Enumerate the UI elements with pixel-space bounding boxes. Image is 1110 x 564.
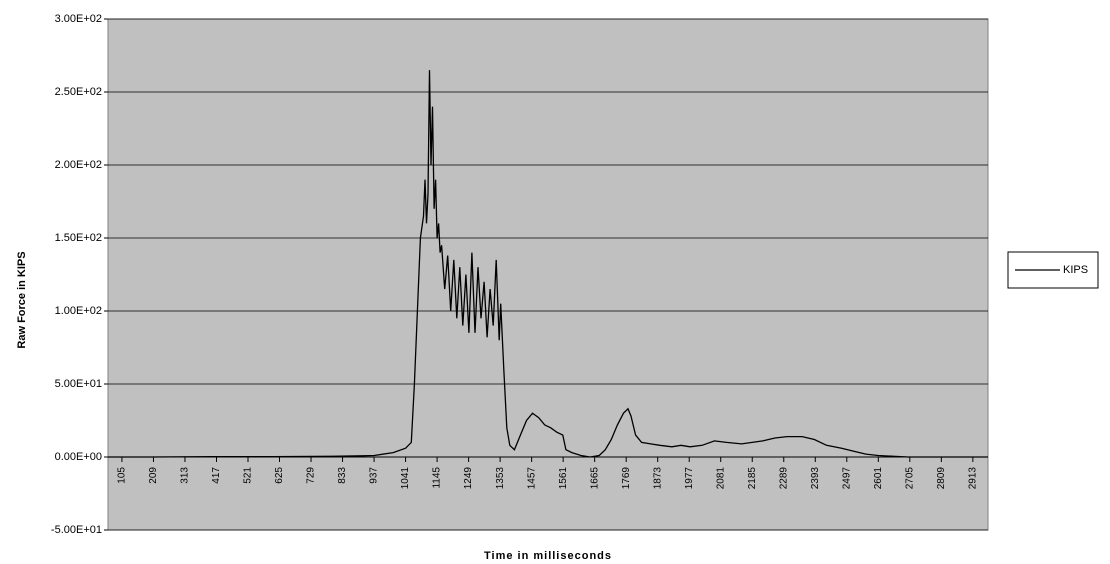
x-tick-label: 313 [180,467,191,484]
x-tick-label: 2289 [778,467,789,490]
x-tick-label: 209 [148,467,159,484]
x-tick-label: 521 [243,467,254,484]
x-tick-label: 1041 [400,467,411,490]
y-axis-title: Raw Force in KIPS [16,251,28,348]
x-tick-label: 417 [211,467,222,484]
y-tick-label: 1.50E+02 [55,232,102,244]
y-tick-label: -5.00E+01 [51,524,102,536]
x-axis-title: Time in milliseconds [484,550,612,562]
y-tick-label: 2.50E+02 [55,86,102,98]
legend-label: KIPS [1063,264,1088,276]
x-tick-label: 2601 [873,467,884,490]
x-tick-label: 2809 [936,467,947,490]
x-tick-label: 1977 [684,467,695,490]
y-tick-label: 2.00E+02 [55,159,102,171]
x-tick-label: 625 [274,467,285,484]
y-tick-label: 0.00E+00 [55,451,102,463]
x-tick-label: 105 [117,467,128,484]
x-tick-label: 2393 [810,467,821,490]
x-tick-label: 2913 [967,467,978,490]
plot-area [107,18,989,531]
x-tick-label: 1249 [463,467,474,490]
y-tick-label: 5.00E+01 [55,378,102,390]
x-tick-label: 1145 [432,467,443,489]
x-tick-label: 1457 [526,467,537,490]
x-tick-label: 1353 [495,467,506,490]
y-tick-label: 1.00E+02 [55,305,102,317]
x-tick-label: 2705 [904,467,915,490]
x-tick-label: 1873 [652,467,663,490]
x-tick-label: 1769 [621,467,632,490]
x-tick-label: 2081 [715,467,726,490]
x-tick-label: 729 [306,467,317,484]
y-tick-label: 3.00E+02 [55,13,102,25]
x-tick-label: 937 [369,467,380,484]
x-tick-label: 2185 [747,467,758,490]
x-tick-label: 2497 [841,467,852,490]
x-tick-label: 833 [337,467,348,484]
x-tick-label: 1665 [589,467,600,490]
data-line [108,70,988,458]
x-tick-label: 1561 [558,467,569,490]
